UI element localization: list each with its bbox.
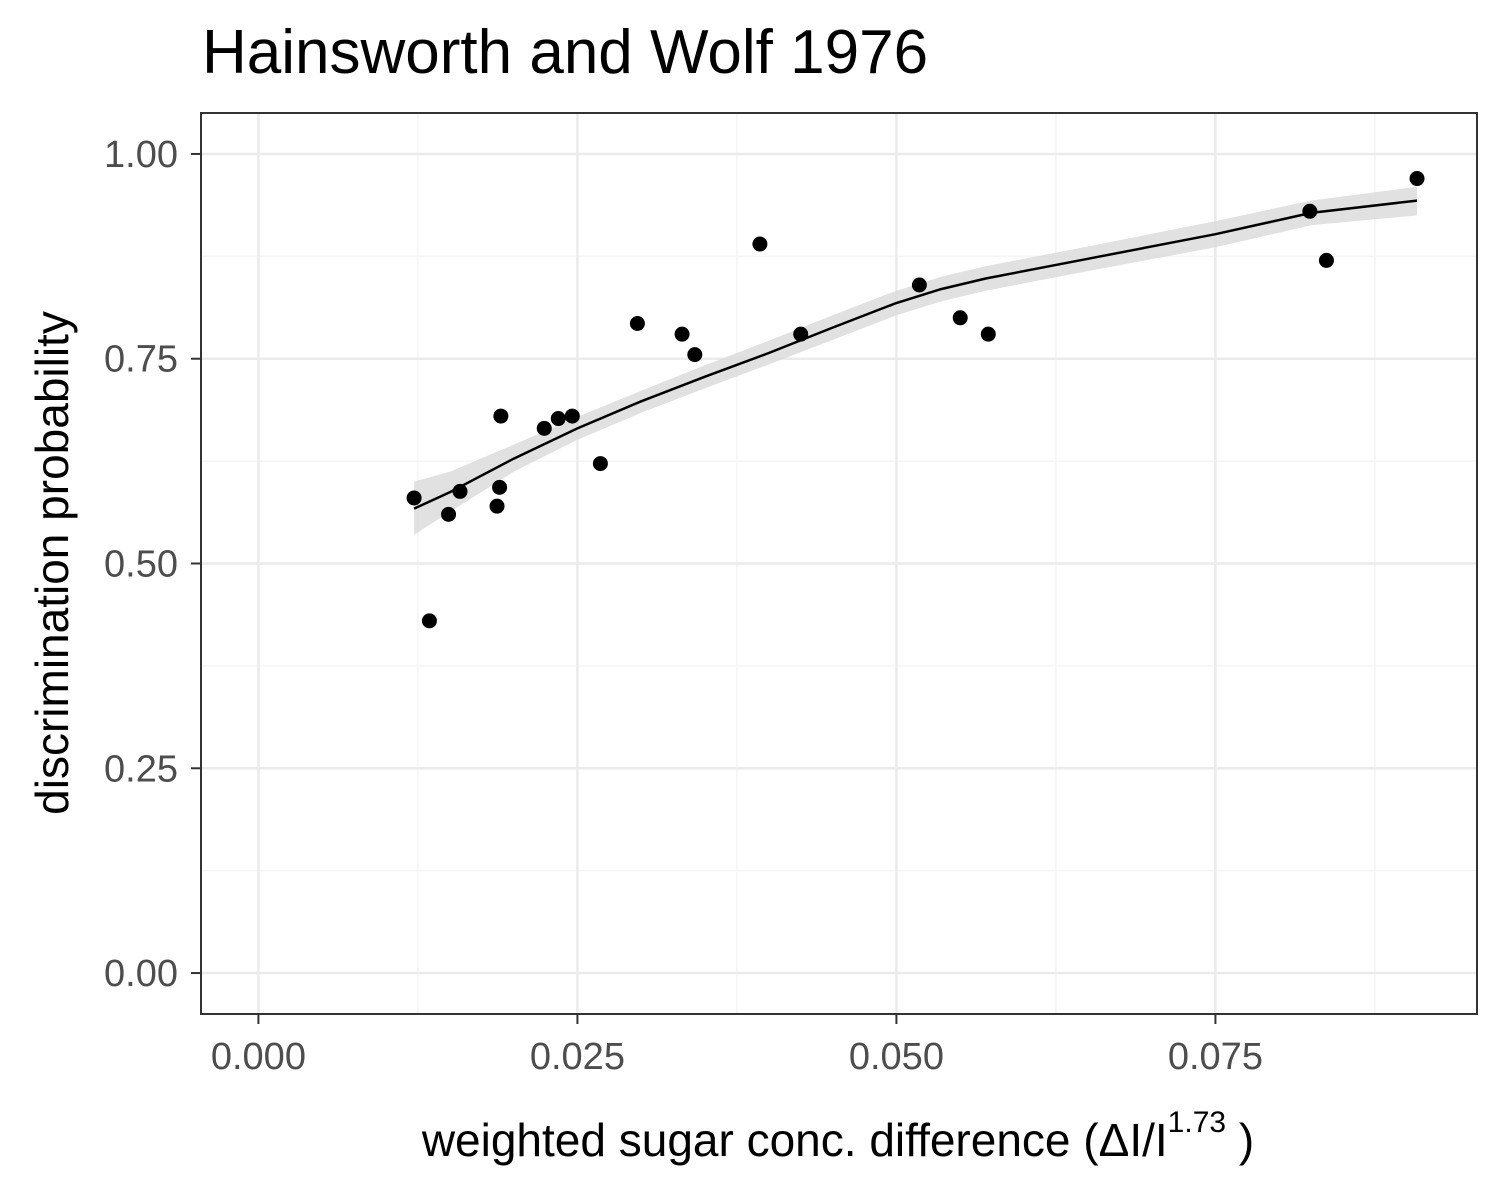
data-point: [629, 316, 645, 332]
y-tick-label: 0.75: [104, 339, 178, 381]
grid-major: [201, 113, 1477, 1014]
x-axis-title-close: ): [1226, 1114, 1254, 1166]
data-point: [489, 498, 505, 514]
confidence-ribbon-group: [414, 186, 1418, 535]
data-point: [493, 408, 509, 424]
x-tick-label: 0.050: [849, 1036, 944, 1078]
y-tick-label: 0.50: [104, 544, 178, 586]
data-point: [674, 326, 690, 342]
data-point: [980, 326, 996, 342]
x-axis-title-superscript: 1.73: [1168, 1106, 1226, 1139]
y-axis-title: discrimination probability: [26, 311, 78, 815]
data-point: [1409, 171, 1425, 187]
confidence-ribbon: [414, 186, 1418, 535]
x-axis: 0.000 0.025 0.050 0.075: [211, 1014, 1263, 1078]
data-point: [550, 411, 566, 427]
y-tick-label: 0.00: [104, 953, 178, 995]
chart-title: Hainsworth and Wolf 1976: [202, 18, 928, 87]
y-axis: 0.00 0.25 0.50 0.75 1.00: [104, 134, 201, 995]
data-point: [441, 506, 457, 522]
y-tick-label: 1.00: [104, 134, 178, 176]
data-point: [1302, 203, 1318, 219]
x-tick-label: 0.000: [211, 1036, 306, 1078]
fit-line: [413, 199, 1418, 510]
y-tick-label: 0.25: [104, 748, 178, 790]
data-point: [492, 479, 508, 495]
x-axis-title-main: weighted sugar conc. difference (ΔI/I: [421, 1114, 1168, 1166]
x-tick-label: 0.025: [530, 1036, 625, 1078]
data-point: [793, 326, 809, 342]
data-point: [1318, 252, 1334, 268]
data-point: [421, 613, 437, 629]
data-points: [406, 171, 1425, 629]
fit-line-group: [413, 199, 1418, 510]
data-point: [752, 236, 768, 252]
x-axis-title: weighted sugar conc. difference (ΔI/I1.7…: [421, 1106, 1254, 1166]
data-point: [911, 277, 927, 293]
data-point: [406, 490, 422, 506]
data-point: [952, 310, 968, 326]
data-point: [452, 483, 468, 499]
data-point: [536, 420, 552, 436]
data-point: [687, 347, 703, 363]
x-tick-label: 0.075: [1168, 1036, 1263, 1078]
data-point: [592, 456, 608, 472]
data-point: [564, 408, 580, 424]
